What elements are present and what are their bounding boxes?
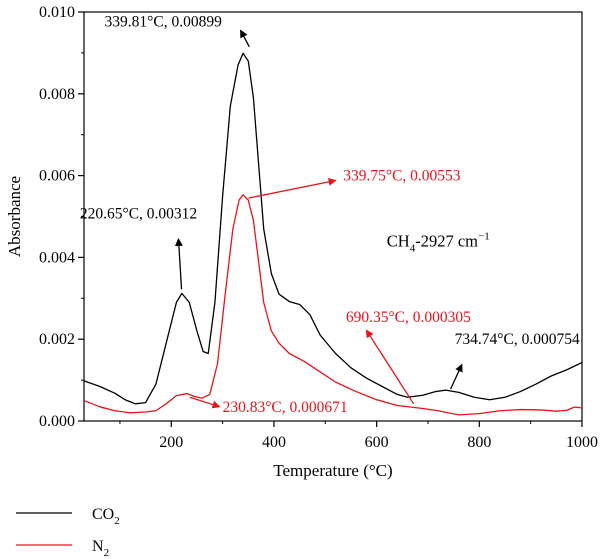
x-tick-label: 600 <box>365 434 389 451</box>
x-tick-label: 400 <box>262 434 286 451</box>
annotation-arrow <box>248 177 337 199</box>
y-tick-label: 0.008 <box>39 86 75 103</box>
y-axis-title: Absorbance <box>5 176 24 257</box>
y-tick-label: 0.006 <box>39 168 75 185</box>
annotation-arrow <box>449 363 463 390</box>
annotation-arrow <box>189 396 221 409</box>
annotation-label: 339.75°C, 0.00553 <box>343 168 461 185</box>
annotation-label: 220.65°C, 0.00312 <box>80 206 197 223</box>
annotation-arrow <box>174 237 183 290</box>
annotation-label: 230.83°C, 0.000671 <box>223 399 348 416</box>
y-tick-label: 0.010 <box>39 4 75 21</box>
legend-label: CO2 <box>92 506 120 527</box>
x-tick-label: 1000 <box>566 434 598 451</box>
y-tick-label: 0.004 <box>39 249 75 266</box>
series-line-n2 <box>83 194 583 416</box>
x-tick-label: 800 <box>467 434 491 451</box>
plot-frame <box>83 11 583 422</box>
annotation-arrow <box>240 29 250 48</box>
inset-label: CH4-2927 cm−1 <box>387 230 490 254</box>
annotation-label: 734.74°C, 0.000754 <box>455 331 580 348</box>
x-axis-title: Temperature (°C) <box>273 461 392 480</box>
legend-label: N2 <box>92 538 109 559</box>
y-tick-label: 0.002 <box>39 331 75 348</box>
annotation-label: 690.35°C, 0.000305 <box>346 309 471 326</box>
annotation-arrow <box>365 329 415 405</box>
series-line-co2 <box>83 52 583 405</box>
annotation-label: 339.81°C, 0.00899 <box>105 13 223 30</box>
x-tick-label: 200 <box>159 434 183 451</box>
y-tick-label: 0.000 <box>39 413 75 430</box>
